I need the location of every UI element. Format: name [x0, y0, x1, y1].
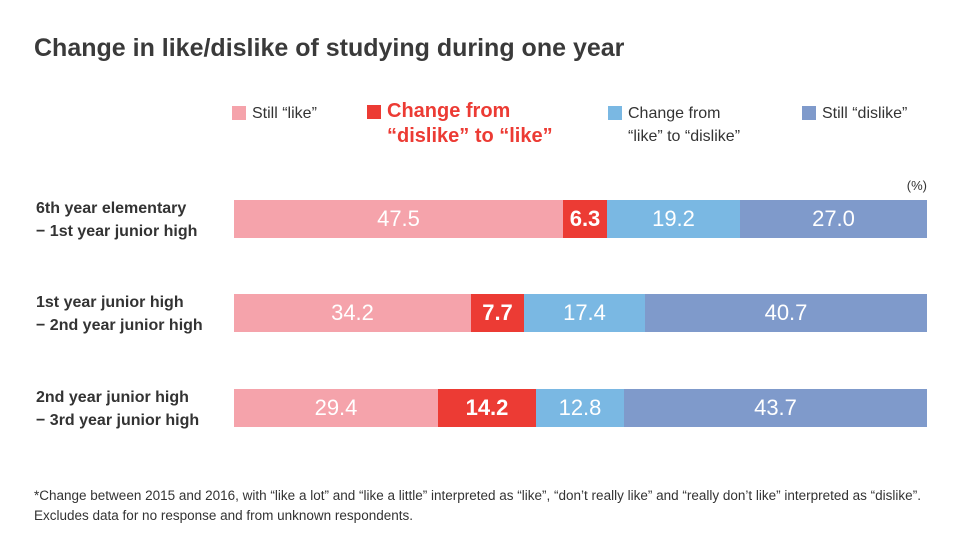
- bar-segment: 7.7: [471, 294, 524, 332]
- bar-segment: 12.8: [536, 389, 624, 427]
- legend-item-dislike-to-like: Change from “dislike” to “like”: [367, 99, 553, 149]
- bar-segment: 47.5: [234, 200, 563, 238]
- row-label: 6th year elementary − 1st year junior hi…: [36, 200, 198, 240]
- bar-segment: 27.0: [740, 200, 927, 238]
- data-label: 34.2: [331, 300, 374, 325]
- footnote: *Change between 2015 and 2016, with “lik…: [34, 488, 921, 523]
- row-label: 1st year junior high − 2nd year junior h…: [36, 294, 203, 334]
- legend-swatch: [232, 106, 246, 120]
- data-label: 6.3: [569, 206, 601, 231]
- stacked-bar: 47.5 6.3 19.2 27.0: [234, 200, 927, 238]
- legend-swatch: [802, 106, 816, 120]
- bar-segment: 17.4: [524, 294, 645, 332]
- bar-segment: 34.2: [234, 294, 471, 332]
- legend-item-still-like: Still “like”: [232, 102, 317, 125]
- row-label: 2nd year junior high − 3rd year junior h…: [36, 389, 200, 429]
- legend-item-like-to-dislike: Change from “like” to “dislike”: [608, 102, 740, 148]
- bar-segment: 29.4: [234, 389, 438, 427]
- data-label: 40.7: [764, 300, 808, 325]
- legend-item-still-dislike: Still “dislike”: [802, 102, 907, 125]
- chart-title: Change in like/dislike of studying durin…: [34, 34, 625, 62]
- legend-label: Still “like”: [252, 105, 317, 122]
- data-label: 14.2: [465, 395, 509, 420]
- unit-label: (%): [906, 178, 927, 193]
- legend-swatch: [367, 105, 381, 119]
- bar-segment: 40.7: [645, 294, 927, 332]
- data-label: 29.4: [314, 395, 358, 420]
- data-label: 27.0: [812, 206, 855, 231]
- bar-segment: 6.3: [563, 200, 607, 238]
- bar-segment: 43.7: [624, 389, 927, 427]
- stacked-bar: 29.4 14.2 12.8 43.7: [234, 389, 927, 427]
- data-label: 43.7: [754, 395, 797, 420]
- bar-segment: 14.2: [438, 389, 536, 427]
- legend-label: Change from “like” to “dislike”: [628, 105, 741, 145]
- bar-segment: 19.2: [607, 200, 740, 238]
- legend-swatch: [608, 106, 622, 120]
- legend-label: Change from “dislike” to “like”: [387, 100, 553, 147]
- data-label: 17.4: [563, 300, 606, 325]
- stacked-bar: 34.2 7.7 17.4 40.7: [234, 294, 927, 332]
- data-label: 47.5: [377, 206, 420, 231]
- data-label: 19.2: [652, 206, 695, 231]
- data-label: 12.8: [558, 395, 602, 420]
- legend-label: Still “dislike”: [822, 105, 908, 122]
- data-label: 7.7: [482, 300, 513, 325]
